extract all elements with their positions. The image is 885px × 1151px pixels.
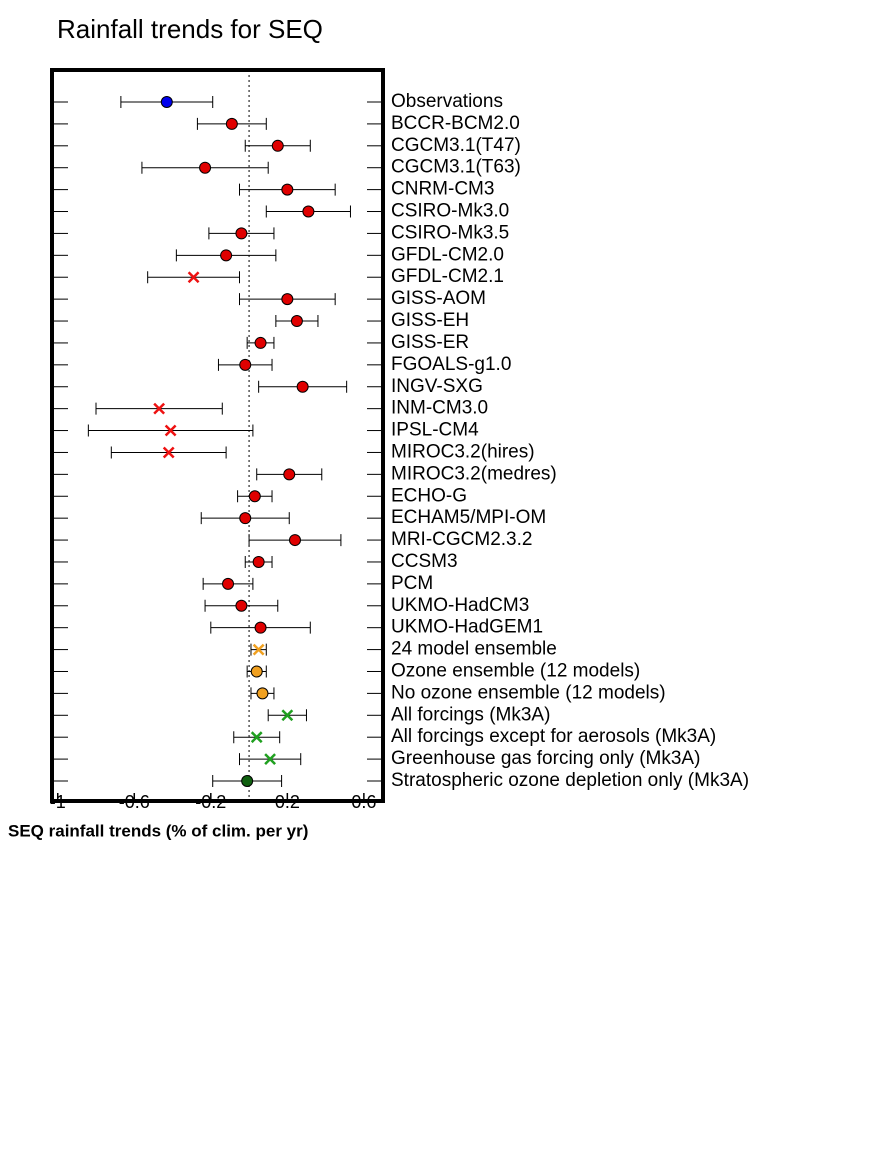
marker-dot: [302, 205, 315, 218]
marker-dot: [235, 227, 248, 240]
marker-cross: [153, 402, 166, 415]
marker-dot: [239, 512, 252, 525]
category-label: FGOALS-g1.0: [391, 354, 511, 375]
marker-dot: [254, 621, 267, 634]
category-label: CSIRO-Mk3.0: [391, 201, 509, 222]
marker-cross: [252, 643, 265, 656]
category-label: GISS-EH: [391, 310, 469, 331]
marker-dot: [283, 468, 296, 481]
marker-dot: [296, 380, 309, 393]
marker-cross: [281, 709, 294, 722]
marker-dot: [241, 775, 254, 787]
category-label: CCSM3: [391, 551, 458, 572]
marker-cross: [264, 753, 276, 765]
category-label: GISS-AOM: [391, 288, 486, 309]
category-label: INGV-SXG: [391, 376, 483, 397]
category-label: MRI-CGCM2.3.2: [391, 529, 532, 550]
category-label: 24 model ensemble: [391, 639, 557, 660]
chart-title: Rainfall trends for SEQ: [57, 14, 323, 44]
category-label: CSIRO-Mk3.5: [391, 222, 509, 243]
category-label: All forcings except for aerosols (Mk3A): [391, 726, 716, 747]
marker-dot: [256, 687, 269, 700]
marker-cross: [162, 446, 175, 459]
category-label: CGCM3.1(T63): [391, 157, 521, 178]
category-label: MIROC3.2(hires): [391, 441, 535, 462]
marker-dot: [160, 96, 173, 108]
marker-dot: [248, 490, 261, 503]
marker-dot: [239, 358, 252, 371]
marker-cross: [250, 731, 263, 744]
marker-dot: [290, 315, 303, 328]
category-label: GISS-ER: [391, 332, 469, 353]
marker-dot: [199, 161, 212, 174]
category-label: UKMO-HadCM3: [391, 595, 529, 616]
category-label: CGCM3.1(T47): [391, 135, 521, 156]
category-label: CNRM-CM3: [391, 179, 494, 200]
category-label: Observations: [391, 91, 503, 112]
marker-dot: [281, 183, 294, 196]
plot-frame: [50, 68, 385, 803]
category-label: GFDL-CM2.1: [391, 266, 504, 287]
category-label: Ozone ensemble (12 models): [391, 660, 640, 681]
category-label: All forcings (Mk3A): [391, 704, 550, 725]
marker-dot: [220, 249, 233, 262]
category-label: ECHO-G: [391, 485, 467, 506]
marker-dot: [271, 139, 284, 152]
marker-cross: [164, 424, 177, 437]
category-label: UKMO-HadGEM1: [391, 617, 543, 638]
x-axis-label: SEQ rainfall trends (% of clim. per yr): [8, 821, 308, 840]
marker-dot: [281, 293, 294, 306]
marker-dot: [250, 665, 263, 678]
category-label: INM-CM3.0: [391, 398, 488, 419]
category-label: Greenhouse gas forcing only (Mk3A): [391, 748, 700, 769]
marker-dot: [225, 117, 238, 130]
marker-dot: [222, 577, 235, 590]
category-label: BCCR-BCM2.0: [391, 113, 520, 134]
category-label: IPSL-CM4: [391, 420, 479, 441]
category-label: ECHAM5/MPI-OM: [391, 507, 546, 528]
category-label: Stratospheric ozone depletion only (Mk3A…: [391, 770, 749, 791]
category-label: PCM: [391, 573, 433, 594]
category-label: No ozone ensemble (12 models): [391, 682, 666, 703]
category-label: GFDL-CM2.0: [391, 244, 504, 265]
marker-dot: [235, 599, 248, 612]
marker-dot: [252, 555, 265, 568]
marker-dot: [254, 336, 267, 349]
marker-cross: [187, 271, 200, 284]
marker-dot: [288, 534, 301, 547]
category-label: MIROC3.2(medres): [391, 463, 557, 484]
